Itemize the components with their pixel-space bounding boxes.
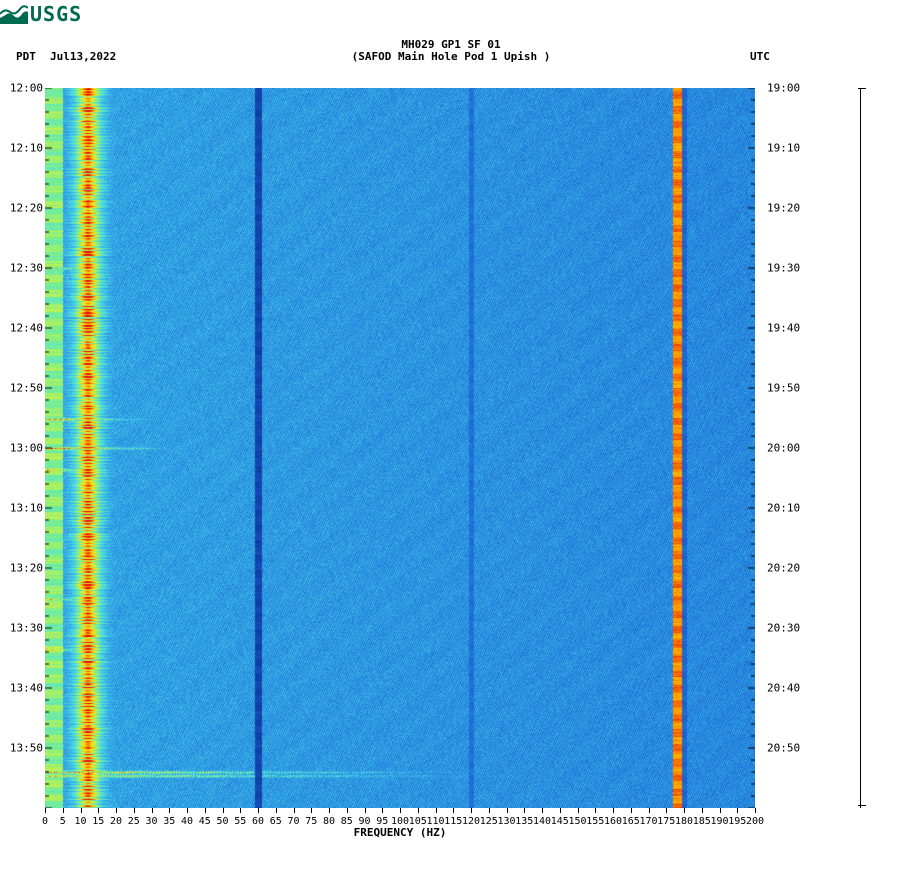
y-right-tick-label: 19:00: [767, 82, 800, 95]
x-tick-mark: [578, 808, 579, 813]
y-left-tick-label: 12:50: [10, 382, 43, 395]
x-tick-mark: [329, 808, 330, 813]
y-right-tick-label: 20:20: [767, 562, 800, 575]
y-right-tick-label: 19:30: [767, 262, 800, 275]
x-tick-mark: [560, 808, 561, 813]
y-right-tick-label: 19:20: [767, 202, 800, 215]
x-tick-mark: [453, 808, 454, 813]
spectrogram-canvas: [45, 88, 755, 808]
x-tick-mark: [418, 808, 419, 813]
y-right-tick-label: 19:10: [767, 142, 800, 155]
x-tick-mark: [684, 808, 685, 813]
x-tick-mark: [631, 808, 632, 813]
usgs-logo-text: USGS: [30, 2, 82, 26]
x-tick-mark: [471, 808, 472, 813]
y-right-tick-label: 20:00: [767, 442, 800, 455]
usgs-logo: USGS: [0, 2, 82, 26]
y-right-tick-label: 19:40: [767, 322, 800, 335]
x-tick-mark: [400, 808, 401, 813]
x-tick-mark: [152, 808, 153, 813]
y-left-tick-label: 13:30: [10, 622, 43, 635]
x-tick-mark: [613, 808, 614, 813]
x-tick-mark: [205, 808, 206, 813]
x-tick-mark: [311, 808, 312, 813]
y-left-tick-label: 12:00: [10, 82, 43, 95]
colorbar-tick: [858, 88, 866, 89]
x-tick-mark: [276, 808, 277, 813]
x-tick-mark: [524, 808, 525, 813]
x-tick-mark: [187, 808, 188, 813]
spectrogram-plot: [45, 88, 755, 808]
x-tick-mark: [223, 808, 224, 813]
x-tick-mark: [542, 808, 543, 813]
x-tick-mark: [737, 808, 738, 813]
x-tick-mark: [720, 808, 721, 813]
y-left-tick-label: 13:40: [10, 682, 43, 695]
x-tick-mark: [649, 808, 650, 813]
x-tick-mark: [63, 808, 64, 813]
x-tick-mark: [347, 808, 348, 813]
x-axis-label: FREQUENCY (HZ): [45, 826, 755, 839]
x-tick-mark: [169, 808, 170, 813]
y-right-tick-label: 19:50: [767, 382, 800, 395]
usgs-wave-icon: [0, 4, 28, 24]
y-left-tick-label: 12:30: [10, 262, 43, 275]
x-tick-mark: [98, 808, 99, 813]
y-left-tick-label: 12:20: [10, 202, 43, 215]
x-tick-mark: [116, 808, 117, 813]
y-left-tick-label: 13:10: [10, 502, 43, 515]
x-tick-mark: [45, 808, 46, 813]
x-tick-mark: [666, 808, 667, 813]
y-right-tick-label: 20:50: [767, 742, 800, 755]
y-right-axis: 19:0019:1019:2019:3019:4019:5020:0020:10…: [755, 88, 815, 808]
x-tick-mark: [436, 808, 437, 813]
x-tick-mark: [489, 808, 490, 813]
x-tick-mark: [258, 808, 259, 813]
y-left-tick-label: 13:20: [10, 562, 43, 575]
y-right-tick-label: 20:10: [767, 502, 800, 515]
utc-label: UTC: [750, 50, 770, 63]
y-left-tick-label: 13:50: [10, 742, 43, 755]
y-left-tick-label: 13:00: [10, 442, 43, 455]
y-left-axis: 12:0012:1012:2012:3012:4012:5013:0013:10…: [0, 88, 45, 808]
x-tick-mark: [595, 808, 596, 813]
x-tick-mark: [507, 808, 508, 813]
x-tick-mark: [382, 808, 383, 813]
x-tick-mark: [294, 808, 295, 813]
x-tick-mark: [81, 808, 82, 813]
y-right-tick-label: 20:30: [767, 622, 800, 635]
colorbar-axis: [860, 88, 861, 808]
y-right-tick-label: 20:40: [767, 682, 800, 695]
y-left-tick-label: 12:10: [10, 142, 43, 155]
colorbar-tick: [858, 805, 866, 806]
y-left-tick-label: 12:40: [10, 322, 43, 335]
x-tick-mark: [134, 808, 135, 813]
x-tick-mark: [702, 808, 703, 813]
x-tick-mark: [365, 808, 366, 813]
x-tick-mark: [240, 808, 241, 813]
x-tick-mark: [755, 808, 756, 813]
